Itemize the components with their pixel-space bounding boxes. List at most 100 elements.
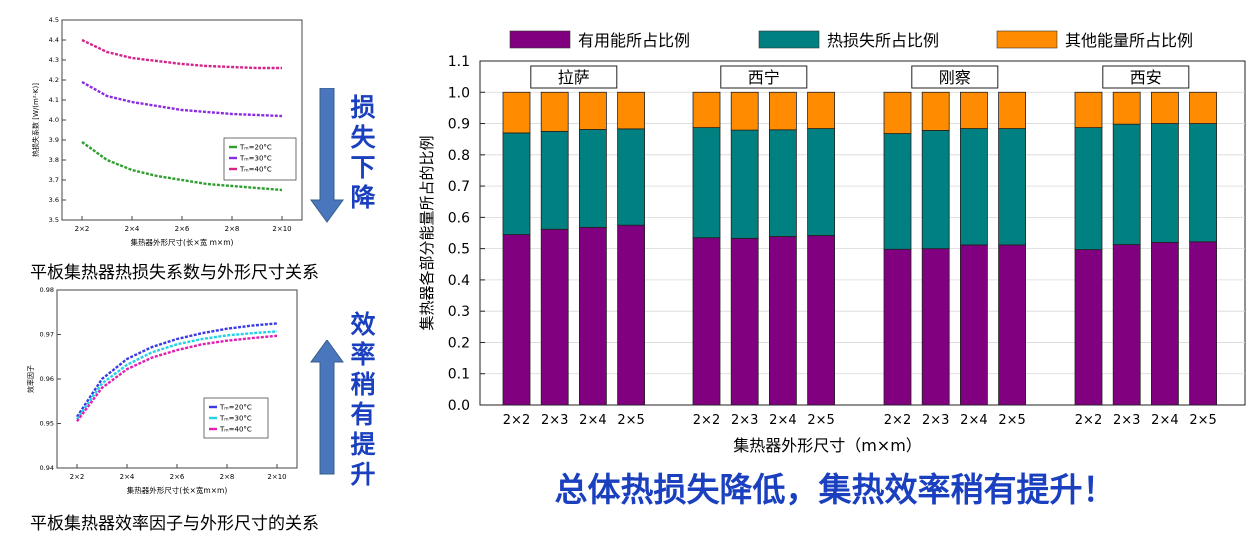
- plot-area: [56, 289, 298, 469]
- y-tick-label: 0.4: [448, 273, 470, 289]
- x-tick-label: 2×4: [769, 413, 796, 428]
- bar-useful: [1074, 249, 1103, 406]
- x-tick-label: 2×4: [579, 413, 606, 428]
- bar-other: [807, 91, 836, 129]
- bar-useful: [502, 234, 531, 406]
- x-tick-label: 2×6: [175, 225, 190, 233]
- series-line: [81, 141, 283, 192]
- x-tick-label: 2×4: [120, 473, 135, 481]
- down-arrow-icon: [310, 88, 344, 223]
- y-tick-label: 0.6: [448, 210, 470, 226]
- x-tick-label: 2×2: [1075, 413, 1102, 428]
- y-axis-label: 集热器各部分能量所占的比例: [418, 135, 436, 330]
- series-line: [81, 38, 282, 70]
- y-tick-label: 4.5: [49, 16, 59, 24]
- bar-other: [960, 91, 988, 129]
- bar-other: [883, 91, 912, 134]
- bar-other: [1151, 91, 1179, 124]
- group-label: 拉萨: [558, 68, 590, 87]
- x-tick-label: 2×5: [617, 413, 644, 428]
- bar-heat-loss: [1074, 127, 1103, 250]
- y-tick-label: 0.8: [448, 148, 470, 164]
- bar-useful: [768, 236, 797, 406]
- y-tick-label: 0.94: [40, 464, 54, 472]
- bar-heat-loss: [540, 130, 569, 230]
- y-tick-label: 3.5: [49, 216, 59, 224]
- x-tick-label: 2×10: [267, 473, 286, 481]
- series-line: [76, 330, 278, 420]
- legend-label: 有用能所占比例: [578, 31, 690, 50]
- x-tick-label: 2×3: [922, 413, 949, 428]
- y-tick-label: 3.9: [49, 136, 59, 144]
- legend-label: 其他能量所占比例: [1065, 31, 1193, 50]
- y-tick-label: 0.9: [448, 117, 470, 133]
- y-tick-label: 3.8: [49, 156, 59, 164]
- efficiency-increase-label: 效率稍有提升: [350, 310, 376, 489]
- y-tick-label: 0.0: [448, 398, 470, 414]
- group-label-box: [911, 65, 999, 89]
- bar-useful: [578, 226, 607, 406]
- bar-heat-loss: [807, 128, 836, 236]
- x-tick-label: 2×4: [1151, 413, 1178, 428]
- bar-other: [617, 91, 646, 130]
- y-tick-label: 3.7: [49, 176, 59, 184]
- bar-heat-loss: [1189, 123, 1217, 243]
- x-tick-label: 2×6: [170, 473, 185, 481]
- bar-useful: [1112, 244, 1141, 406]
- x-tick-label: 2×3: [1113, 413, 1140, 428]
- x-tick-label: 2×4: [960, 413, 987, 428]
- bar-useful: [730, 237, 759, 406]
- group-label-box: [530, 65, 618, 89]
- y-tick-label: 0.96: [40, 375, 54, 383]
- bar-heat-loss: [502, 132, 531, 235]
- x-tick-label: 2×2: [70, 473, 85, 481]
- bar-useful: [807, 235, 836, 406]
- series-line: [75, 322, 278, 418]
- bar-useful: [617, 224, 646, 406]
- x-tick-label: 2×3: [731, 413, 758, 428]
- x-tick-label: 2×8: [225, 225, 240, 233]
- bar-heat-loss: [960, 128, 988, 246]
- x-tick-label: 2×5: [998, 413, 1025, 428]
- bar-useful: [1151, 241, 1179, 406]
- x-axis-label: 集热器外形尺寸(长×宽m×m): [127, 485, 228, 495]
- bar-other: [768, 91, 797, 131]
- plot-area: [61, 19, 303, 221]
- y-tick-label: 4.3: [49, 56, 59, 64]
- bar-other: [730, 91, 759, 131]
- y-tick-label: 4.2: [49, 76, 59, 84]
- y-tick-label: 0.7: [448, 179, 470, 195]
- y-axis-label: 效率因子: [26, 365, 35, 393]
- y-tick-label: 0.2: [448, 335, 470, 351]
- heat-loss-caption: 平板集热器热损失系数与外形尺寸关系: [30, 263, 319, 283]
- y-tick-label: 0.5: [448, 242, 470, 258]
- series-line: [76, 334, 278, 423]
- y-tick-label: 0.98: [40, 286, 54, 294]
- bar-other: [1112, 91, 1141, 125]
- y-tick-label: 4.0: [49, 116, 59, 124]
- x-tick-label: 2×2: [884, 413, 911, 428]
- y-tick-label: 1.0: [448, 85, 470, 101]
- x-tick-label: 2×5: [807, 413, 834, 428]
- bar-other: [1189, 91, 1217, 124]
- summary-slogan: 总体热损失降低，集热效率稍有提升！: [554, 470, 1116, 509]
- bar-other: [998, 91, 1026, 129]
- y-tick-label: 0.1: [448, 367, 470, 383]
- bar-useful: [692, 237, 721, 406]
- bar-useful: [883, 248, 912, 406]
- y-tick-label: 1.1: [448, 54, 470, 70]
- bar-heat-loss: [617, 128, 646, 226]
- bar-useful: [921, 248, 950, 406]
- x-tick-label: 2×10: [272, 225, 291, 233]
- legend-label: Tₘ=40°C: [239, 166, 272, 174]
- bar-heat-loss: [578, 129, 607, 228]
- legend-label: Tₘ=30°C: [239, 155, 272, 163]
- efficiency-caption: 平板集热器效率因子与外形尺寸的关系: [30, 514, 319, 534]
- bar-heat-loss: [998, 128, 1026, 246]
- bar-other: [540, 91, 569, 132]
- loss-decrease-label: 损失下降: [350, 93, 376, 212]
- series-line: [81, 80, 283, 118]
- legend-swatch: [758, 30, 820, 49]
- bar-heat-loss: [1151, 123, 1179, 243]
- x-tick-label: 2×2: [693, 413, 720, 428]
